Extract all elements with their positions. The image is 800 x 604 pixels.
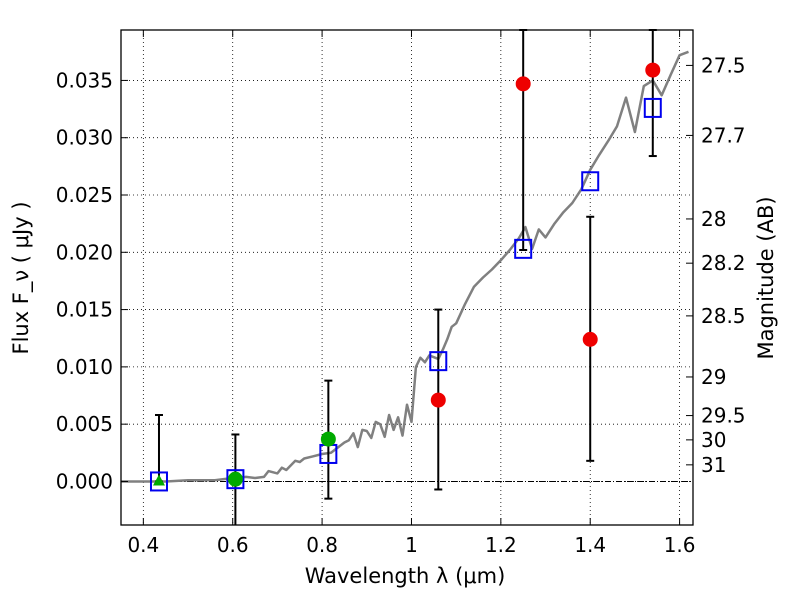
mag-tick-label: 28.5	[701, 304, 746, 328]
y-axis-title: Flux F_ν ( μJy )	[9, 201, 34, 354]
mag-tick-label: 29.5	[701, 404, 746, 428]
square-marker	[429, 351, 448, 372]
mag-tick-label: 31	[701, 453, 726, 477]
mag-tick-label: 29	[701, 365, 726, 389]
square-marker	[226, 469, 245, 490]
circle-marker	[515, 76, 531, 92]
y-tick-label: 0.020	[56, 240, 113, 264]
x-tick-label: 1.6	[664, 533, 696, 557]
circle-marker	[430, 392, 446, 408]
circle-marker	[582, 331, 598, 347]
y-tick-label: 0.030	[56, 126, 113, 150]
mag-tick-label: 28	[701, 207, 726, 231]
x-tick-label: 0.8	[306, 533, 338, 557]
mag-tick-label: 30	[701, 428, 726, 452]
square-marker	[643, 97, 662, 118]
square-marker	[514, 238, 533, 259]
x-tick-label: 0.6	[217, 533, 249, 557]
mag-tick-label: 28.2	[701, 251, 746, 275]
mag-tick-label: 27.7	[701, 123, 746, 147]
x-axis-title: Wavelength λ (μm)	[305, 564, 506, 588]
square-marker	[149, 471, 168, 492]
y-tick-label: 0.000	[56, 469, 113, 493]
x-tick-label: 1	[405, 533, 418, 557]
y-tick-label: 0.035	[56, 68, 113, 92]
y-tick-label: 0.010	[56, 355, 113, 379]
x-tick-label: 0.4	[127, 533, 159, 557]
square-marker	[581, 171, 600, 192]
y2-axis-title: Magnitude (AB)	[754, 196, 778, 359]
y-tick-label: 0.005	[56, 412, 113, 436]
y-tick-label: 0.025	[56, 183, 113, 207]
x-tick-label: 1.4	[574, 533, 606, 557]
y-tick-label: 0.015	[56, 298, 113, 322]
circle-marker	[645, 62, 661, 78]
circle-marker	[320, 431, 336, 447]
grid	[121, 30, 693, 525]
triangle-marker	[152, 474, 165, 486]
model-spectrum-line	[121, 50, 689, 483]
x-tick-label: 1.2	[485, 533, 517, 557]
mag-tick-label: 27.5	[701, 53, 746, 77]
plot-frame	[120, 29, 694, 526]
circle-marker	[227, 471, 243, 487]
